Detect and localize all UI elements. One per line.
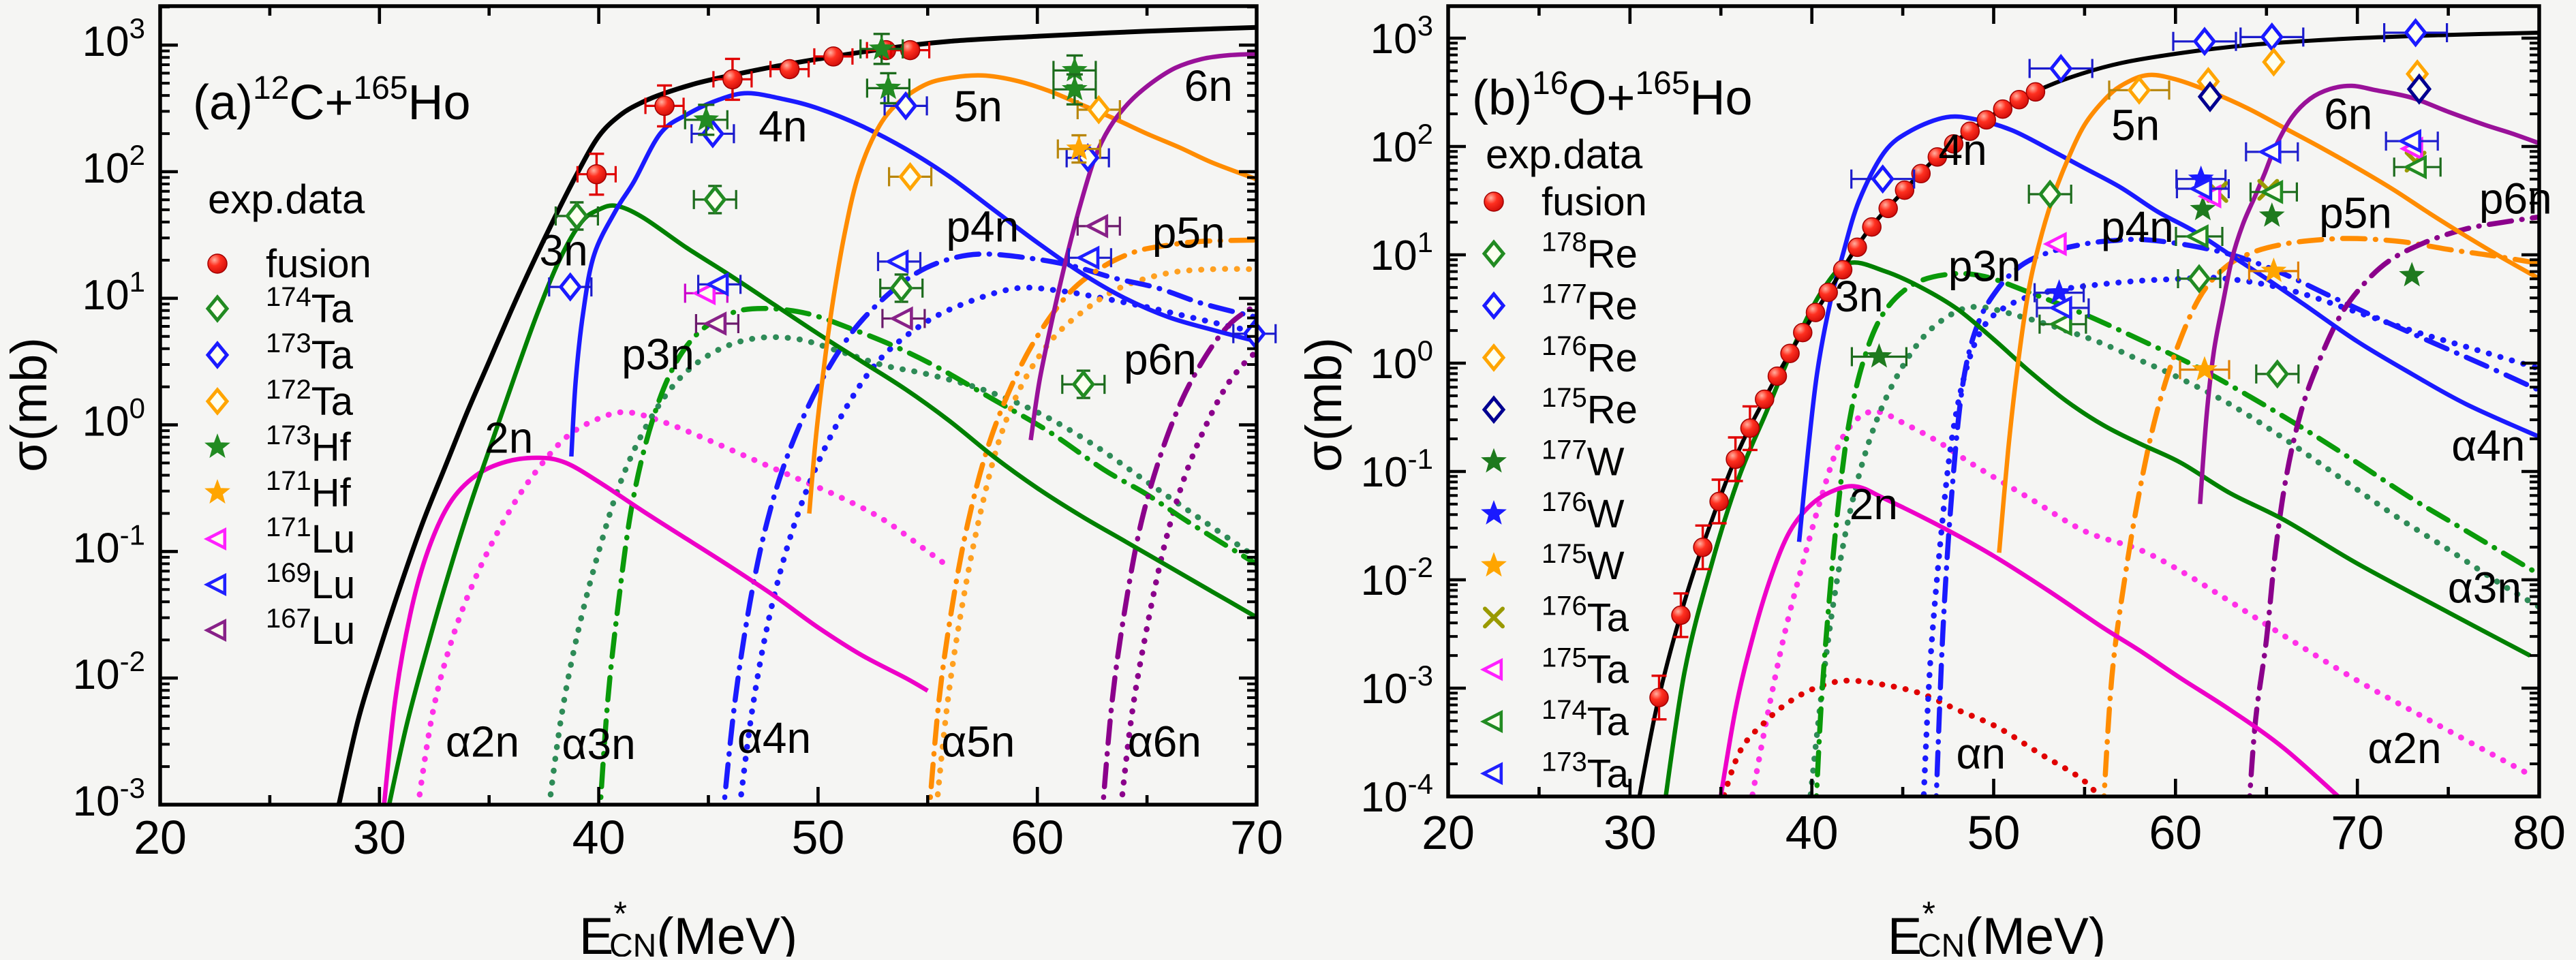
- svg-text:169Lu: 169Lu: [266, 558, 355, 607]
- svg-text:σ(mb): σ(mb): [1295, 337, 1352, 472]
- svg-text:171Hf: 171Hf: [266, 466, 352, 515]
- svg-text:50: 50: [791, 811, 844, 864]
- svg-text:20: 20: [1422, 806, 1475, 859]
- svg-text:p3n: p3n: [1948, 241, 2021, 290]
- svg-text:175W: 175W: [1542, 539, 1625, 588]
- svg-text:α4n: α4n: [2451, 421, 2525, 470]
- svg-text:175Re: 175Re: [1542, 383, 1638, 432]
- svg-text:p4n: p4n: [946, 202, 1019, 251]
- svg-text:σ(mb): σ(mb): [1, 337, 57, 472]
- svg-text:4n: 4n: [1939, 125, 1987, 174]
- svg-text:173Hf: 173Hf: [266, 420, 352, 469]
- svg-text:176Ta: 176Ta: [1542, 591, 1629, 640]
- svg-text:70: 70: [1230, 811, 1283, 864]
- svg-text:10-2: 10-2: [1361, 551, 1433, 604]
- svg-text:6n: 6n: [1184, 61, 1233, 110]
- svg-text:exp.data: exp.data: [1486, 131, 1643, 177]
- svg-text:3n: 3n: [1835, 272, 1883, 321]
- svg-text:175Ta: 175Ta: [1542, 643, 1629, 692]
- svg-text:172Ta: 172Ta: [266, 375, 354, 424]
- svg-text:60: 60: [1011, 811, 1064, 864]
- svg-text:176Re: 176Re: [1542, 331, 1638, 380]
- svg-text:171Lu: 171Lu: [266, 512, 355, 561]
- svg-text:102: 102: [82, 139, 145, 192]
- svg-text:176W: 176W: [1542, 487, 1625, 536]
- svg-text:30: 30: [353, 811, 406, 864]
- svg-text:177Re: 177Re: [1542, 279, 1638, 328]
- svg-text:6n: 6n: [2324, 90, 2372, 139]
- svg-text:70: 70: [2331, 806, 2384, 859]
- svg-text:50: 50: [1967, 806, 2021, 859]
- svg-text:p6n: p6n: [1124, 335, 1197, 384]
- svg-text:α3n: α3n: [562, 719, 636, 769]
- svg-text:174Ta: 174Ta: [266, 282, 354, 331]
- svg-text:α2n: α2n: [2367, 724, 2441, 773]
- svg-text:(a)12C+165Ho: (a)12C+165Ho: [193, 70, 471, 130]
- svg-text:80: 80: [2513, 806, 2566, 859]
- svg-text:αn: αn: [1957, 729, 2006, 778]
- svg-text:p4n: p4n: [2101, 202, 2174, 251]
- svg-text:4n: 4n: [758, 102, 807, 151]
- svg-text:α6n: α6n: [1128, 717, 1201, 767]
- svg-text:3n: 3n: [540, 226, 588, 275]
- svg-text:174Ta: 174Ta: [1542, 695, 1629, 744]
- svg-text:30: 30: [1604, 806, 1657, 859]
- svg-text:167Lu: 167Lu: [266, 604, 355, 653]
- svg-text:α2n: α2n: [446, 717, 519, 767]
- svg-text:2n: 2n: [1850, 480, 1898, 529]
- svg-text:α3n: α3n: [2448, 563, 2521, 613]
- svg-text:177W: 177W: [1542, 435, 1625, 484]
- svg-text:40: 40: [1785, 806, 1839, 859]
- svg-text:173Ta: 173Ta: [1542, 747, 1629, 796]
- svg-text:5n: 5n: [954, 82, 1002, 131]
- svg-text:40: 40: [572, 811, 626, 864]
- svg-text:173Ta: 173Ta: [266, 328, 354, 377]
- svg-text:fusion: fusion: [266, 242, 371, 286]
- svg-text:fusion: fusion: [1542, 180, 1647, 224]
- svg-text:2n: 2n: [485, 414, 533, 463]
- svg-text:178Re: 178Re: [1542, 227, 1638, 276]
- svg-text:(b)16O+165Ho: (b)16O+165Ho: [1472, 65, 1753, 125]
- svg-text:20: 20: [134, 811, 187, 864]
- svg-text:p3n: p3n: [622, 330, 694, 379]
- svg-text:exp.data: exp.data: [208, 176, 365, 222]
- svg-text:5n: 5n: [2111, 101, 2160, 150]
- svg-text:60: 60: [2149, 806, 2202, 859]
- svg-text:α4n: α4n: [737, 713, 811, 762]
- svg-text:p6n: p6n: [2479, 174, 2552, 223]
- svg-text:p5n: p5n: [2319, 188, 2392, 237]
- svg-text:α5n: α5n: [941, 717, 1015, 767]
- svg-text:p5n: p5n: [1152, 208, 1225, 258]
